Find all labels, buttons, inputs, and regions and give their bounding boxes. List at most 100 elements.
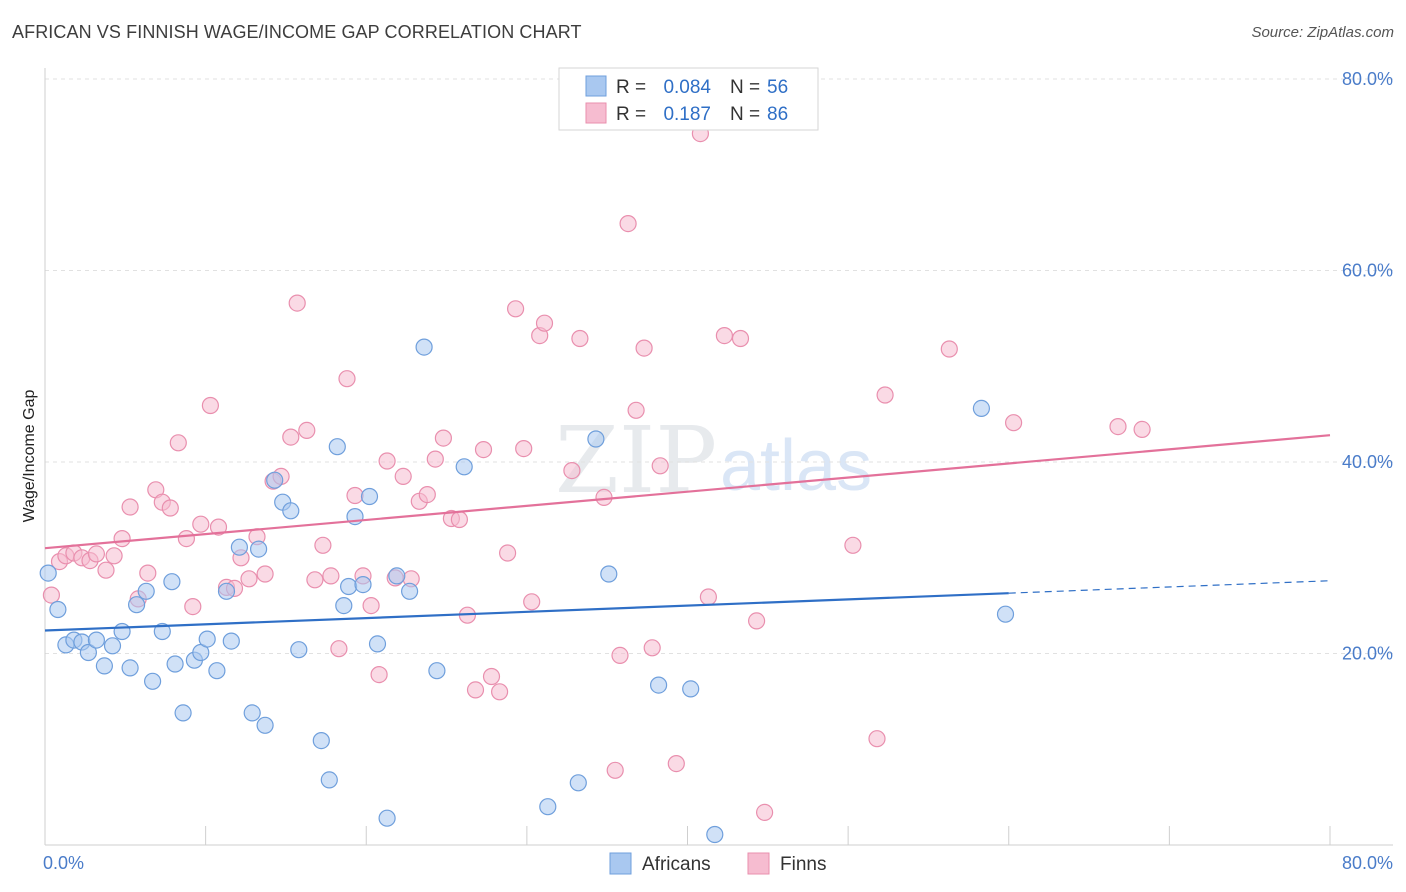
finns-point-68 [619,215,637,233]
finns-point-83 [940,340,958,358]
africans-point-53 [706,825,724,844]
africans-trend-line [44,592,1009,632]
africans-point-43 [401,582,419,600]
africans-point-13 [144,672,162,690]
grid-lines [45,78,1393,654]
africans-point-48 [569,774,587,792]
finns-point-37 [338,370,356,388]
finns-point-65 [595,488,613,506]
africans-point-10 [121,659,139,677]
africans-point-47 [539,798,557,816]
y-tick-label-80: 80.0% [1342,69,1393,89]
finns-point-73 [667,754,685,773]
x-tick-label-min: 0.0% [43,853,84,873]
finns-point-62 [535,314,554,332]
finns-point-20 [201,396,219,415]
africans-point-15 [163,573,181,591]
finns-point-36 [330,640,348,658]
africans-point-39 [360,487,379,506]
africans-point-42 [388,567,406,585]
finns-point-84 [1004,414,1023,432]
africans-point-5 [79,643,98,662]
africans-point-17 [174,704,192,722]
finns-point-30 [282,428,300,446]
africans-legend-label: Africans [642,854,711,875]
finns-point-81 [868,730,886,748]
finns-point-17 [177,529,195,548]
finns-point-79 [755,803,774,822]
africans-point-1 [49,600,67,619]
watermark-atlas: atlas [720,426,872,506]
africans-point-30 [282,502,300,520]
africans-point-22 [217,582,236,600]
finns-point-59 [515,440,533,458]
africans-bottom-swatch [609,852,632,875]
finns-trend-line [44,434,1331,550]
finns-point-31 [288,294,306,312]
finns-bottom-swatch [747,852,770,875]
finns-r-label: R = [616,104,646,125]
africans-point-11 [128,596,146,614]
africans-point-41 [378,809,396,827]
finns-point-42 [378,452,396,470]
africans-points [39,338,1015,844]
africans-point-0 [39,564,57,582]
axes [44,68,1393,846]
finns-point-47 [418,486,436,504]
finns-point-75 [699,588,718,606]
series-legend: Africans Finns [609,852,826,875]
africans-trend-extension [1008,580,1331,594]
finns-legend-label: Finns [780,854,826,875]
finns-point-19 [192,515,210,533]
finns-point-71 [643,639,661,657]
africans-point-44 [415,338,433,356]
africans-point-45 [428,662,446,680]
finns-point-56 [491,683,509,701]
africans-point-7 [95,657,114,675]
trend-lines [44,434,1331,632]
finns-point-67 [611,646,629,665]
africans-point-26 [250,540,268,558]
finns-point-58 [506,300,525,318]
finns-point-54 [474,441,493,459]
finns-point-82 [876,386,894,404]
chart-title: AFRICAN VS FINNISH WAGE/INCOME GAP CORRE… [12,22,582,42]
finns-n-value: 86 [767,104,788,125]
africans-point-21 [208,662,226,680]
y-tick-labels: 20.0% 40.0% 60.0% 80.0% [1342,69,1393,664]
africans-point-31 [290,641,308,659]
africans-point-51 [649,676,668,694]
africans-point-27 [256,716,274,734]
finns-point-64 [571,329,589,348]
finns-point-80 [844,536,862,554]
finns-point-76 [715,327,734,345]
y-tick-label-60: 60.0% [1342,261,1393,281]
x-ticks [205,826,1331,845]
finns-point-70 [635,339,653,357]
finns-point-12 [139,564,157,582]
finns-point-78 [747,612,766,630]
y-tick-label-20: 20.0% [1342,644,1393,664]
finns-r-value: 0.187 [663,104,711,125]
africans-point-50 [600,565,618,583]
finns-point-60 [523,593,541,611]
finns-point-66 [606,761,624,779]
finns-point-35 [322,567,340,585]
africans-point-20 [198,630,216,648]
finns-point-21 [209,518,228,536]
finns-point-7 [97,561,115,579]
finns-point-15 [161,499,179,517]
africans-point-32 [312,731,330,750]
africans-point-28 [266,471,284,489]
finns-point-8 [105,547,123,565]
africans-point-23 [222,632,240,650]
africans-point-24 [230,538,248,556]
source-label: Source: ZipAtlas.com [1251,24,1394,41]
africans-point-12 [137,582,155,600]
africans-point-35 [335,596,353,615]
finns-point-63 [563,462,581,480]
finns-point-9 [113,529,131,548]
africans-point-25 [243,704,261,722]
finns-point-0 [42,586,61,604]
